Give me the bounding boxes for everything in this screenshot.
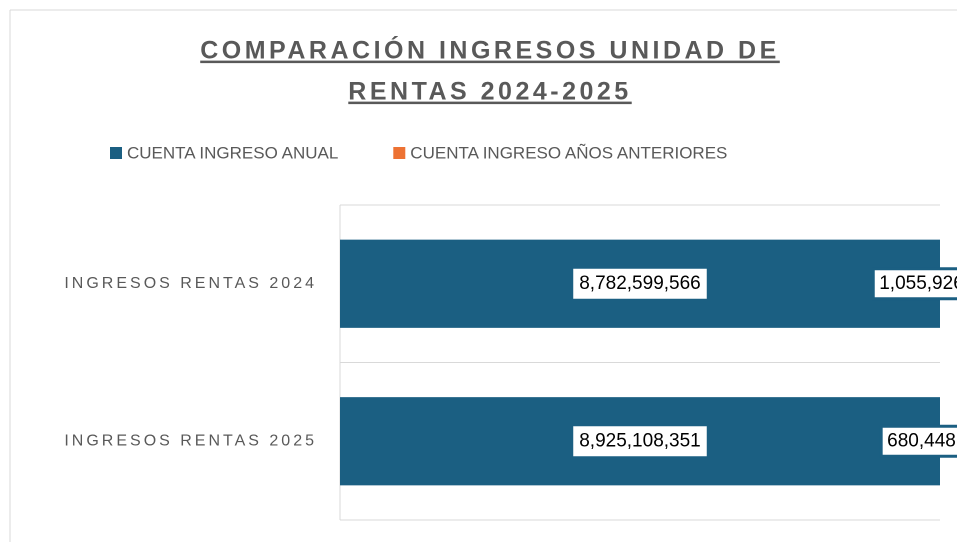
data-label: 680,448,843: [887, 430, 957, 451]
data-label-box: [871, 267, 957, 301]
data-label: 1,055,926,741: [879, 273, 957, 294]
legend-swatch: [110, 147, 122, 159]
data-label-box: [879, 424, 957, 458]
y-tick-label: INGRESOS RENTAS 2024: [64, 275, 317, 292]
legend-swatch: [393, 147, 406, 159]
legend-label: CUENTA INGRESO ANUAL: [127, 143, 338, 162]
chart-title: COMPARACIÓN INGRESOS UNIDAD DE: [200, 35, 780, 65]
data-label-box: [573, 426, 707, 457]
data-label: 8,925,108,351: [579, 430, 701, 451]
data-label-box: [573, 268, 707, 299]
data-label: 8,782,599,566: [579, 273, 701, 294]
legend-label: CUENTA INGRESO AÑOS ANTERIORES: [410, 143, 727, 162]
chart-title: RENTAS 2024-2025: [348, 78, 631, 106]
y-tick-label: INGRESOS RENTAS 2025: [64, 432, 317, 449]
